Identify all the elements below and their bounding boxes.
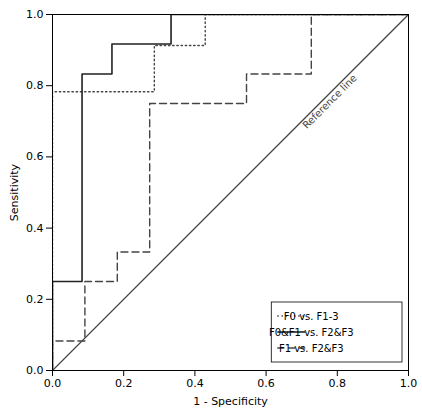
- svg-text:F1 vs. F2&F3: F1 vs. F2&F3: [279, 343, 344, 354]
- svg-text:0.8: 0.8: [26, 79, 44, 92]
- svg-text:0.2: 0.2: [115, 377, 133, 390]
- svg-text:1.0: 1.0: [26, 8, 44, 21]
- svg-text:0.4: 0.4: [26, 222, 44, 235]
- svg-text:0.8: 0.8: [329, 377, 347, 390]
- svg-text:0.6: 0.6: [257, 377, 275, 390]
- svg-text:1 - Specificity: 1 - Specificity: [193, 395, 268, 408]
- svg-text:F0&F1 vs. F2&F3: F0&F1 vs. F2&F3: [269, 327, 354, 338]
- svg-text:0.4: 0.4: [186, 377, 204, 390]
- svg-text:Reference line: Reference line: [300, 72, 358, 130]
- svg-text:0.0: 0.0: [26, 364, 44, 377]
- svg-text:Sensitivity: Sensitivity: [8, 163, 21, 221]
- svg-text:0.2: 0.2: [26, 293, 44, 306]
- svg-text:1.0: 1.0: [400, 377, 418, 390]
- svg-text:0.0: 0.0: [44, 377, 62, 390]
- svg-text:F0 vs. F1-3: F0 vs. F1-3: [284, 311, 339, 322]
- svg-text:0.6: 0.6: [26, 150, 44, 163]
